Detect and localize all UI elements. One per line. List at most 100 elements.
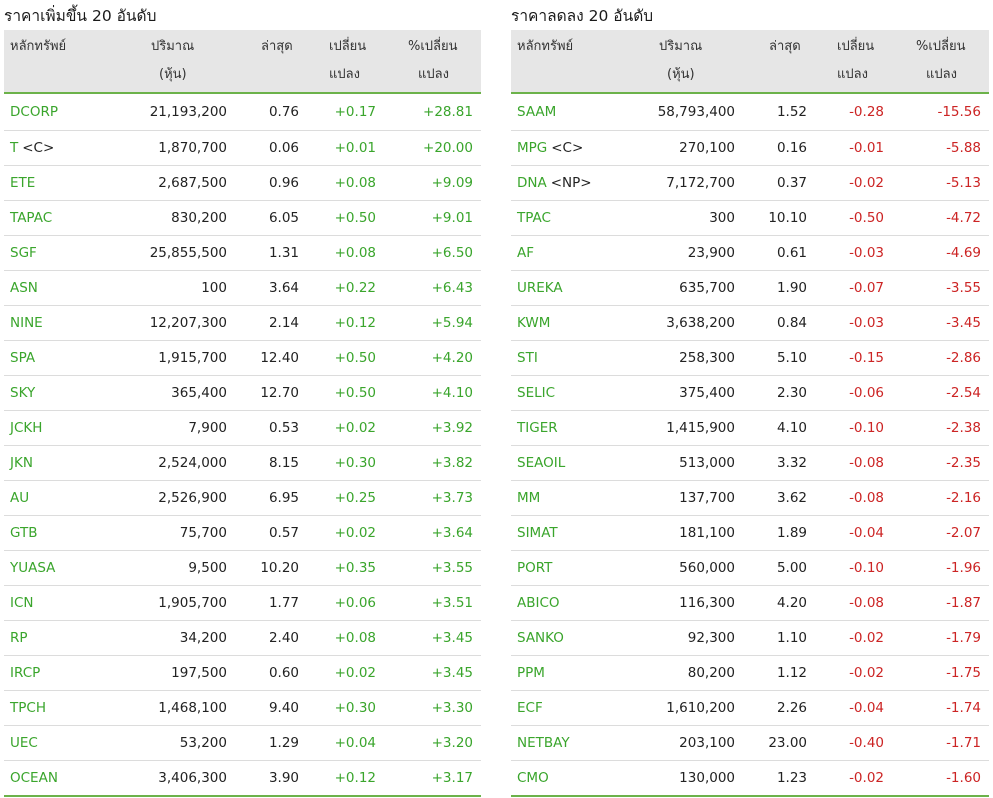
symbol-cell[interactable]: UREKA	[511, 270, 629, 306]
symbol-cell[interactable]: SELIC	[511, 375, 629, 411]
symbol-link[interactable]: MPG	[517, 140, 548, 156]
symbol-cell[interactable]: SGF	[4, 235, 121, 271]
symbol-link[interactable]: SANKO	[517, 630, 564, 646]
symbol-link[interactable]: ASN	[10, 280, 38, 296]
symbol-link[interactable]: JCKH	[10, 420, 43, 436]
symbol-link[interactable]: SIMAT	[517, 525, 558, 541]
symbol-link[interactable]: KWM	[517, 315, 551, 331]
table-row[interactable]: CMO 130,000 1.23 -0.02 -1.60	[511, 760, 989, 797]
symbol-link[interactable]: ICN	[10, 595, 34, 611]
symbol-cell[interactable]: TPAC	[511, 200, 629, 236]
table-row[interactable]: ETE 2,687,500 0.96 +0.08 +9.09	[4, 165, 481, 201]
table-row[interactable]: SGF 25,855,500 1.31 +0.08 +6.50	[4, 235, 481, 271]
symbol-link[interactable]: PPM	[517, 665, 545, 681]
table-row[interactable]: GTB 75,700 0.57 +0.02 +3.64	[4, 515, 481, 551]
table-row[interactable]: JCKH 7,900 0.53 +0.02 +3.92	[4, 410, 481, 446]
symbol-cell[interactable]: SANKO	[511, 620, 629, 656]
symbol-link[interactable]: CMO	[517, 770, 549, 786]
symbol-cell[interactable]: TAPAC	[4, 200, 121, 236]
symbol-link[interactable]: DCORP	[10, 104, 58, 120]
table-row[interactable]: TPCH 1,468,100 9.40 +0.30 +3.30	[4, 690, 481, 726]
symbol-cell[interactable]: UEC	[4, 725, 121, 761]
col-last-header[interactable]: ล่าสุด	[743, 30, 815, 93]
symbol-cell[interactable]: TPCH	[4, 690, 121, 726]
symbol-link[interactable]: SAAM	[517, 104, 557, 120]
symbol-link[interactable]: NINE	[10, 315, 43, 331]
symbol-cell[interactable]: JKN	[4, 445, 121, 481]
table-row[interactable]: JKN 2,524,000 8.15 +0.30 +3.82	[4, 445, 481, 481]
symbol-cell[interactable]: ASN	[4, 270, 121, 306]
symbol-link[interactable]: TPAC	[517, 210, 551, 226]
table-row[interactable]: MM 137,700 3.62 -0.08 -2.16	[511, 480, 989, 516]
table-row[interactable]: DNA <NP> 7,172,700 0.37 -0.02 -5.13	[511, 165, 989, 201]
table-row[interactable]: RP 34,200 2.40 +0.08 +3.45	[4, 620, 481, 656]
symbol-cell[interactable]: ICN	[4, 585, 121, 621]
table-row[interactable]: PORT 560,000 5.00 -0.10 -1.96	[511, 550, 989, 586]
table-row[interactable]: ECF 1,610,200 2.26 -0.04 -1.74	[511, 690, 989, 726]
symbol-link[interactable]: ETE	[10, 175, 36, 191]
table-row[interactable]: SAAM 58,793,400 1.52 -0.28 -15.56	[511, 93, 989, 131]
symbol-cell[interactable]: ECF	[511, 690, 629, 726]
symbol-link[interactable]: NETBAY	[517, 735, 570, 751]
col-symbol-header[interactable]: หลักทรัพย์	[511, 30, 629, 93]
table-row[interactable]: AU 2,526,900 6.95 +0.25 +3.73	[4, 480, 481, 516]
symbol-link[interactable]: DNA	[517, 175, 547, 191]
symbol-cell[interactable]: TIGER	[511, 410, 629, 446]
table-row[interactable]: SKY 365,400 12.70 +0.50 +4.10	[4, 375, 481, 411]
symbol-link[interactable]: ABICO	[517, 595, 560, 611]
symbol-cell[interactable]: KWM	[511, 305, 629, 341]
col-pct-header[interactable]: %เปลี่ยน แปลง	[384, 30, 481, 93]
table-row[interactable]: SANKO 92,300 1.10 -0.02 -1.79	[511, 620, 989, 656]
table-row[interactable]: ASN 100 3.64 +0.22 +6.43	[4, 270, 481, 306]
symbol-link[interactable]: TPCH	[10, 700, 46, 716]
table-row[interactable]: ICN 1,905,700 1.77 +0.06 +3.51	[4, 585, 481, 621]
col-change-header[interactable]: เปลี่ยน แปลง	[815, 30, 892, 93]
symbol-link[interactable]: TIGER	[517, 420, 558, 436]
col-volume-header[interactable]: ปริมาณ (หุ้น)	[121, 30, 235, 93]
table-row[interactable]: YUASA 9,500 10.20 +0.35 +3.55	[4, 550, 481, 586]
table-row[interactable]: TIGER 1,415,900 4.10 -0.10 -2.38	[511, 410, 989, 446]
symbol-link[interactable]: PORT	[517, 560, 553, 576]
symbol-link[interactable]: SPA	[10, 350, 36, 366]
symbol-cell[interactable]: YUASA	[4, 550, 121, 586]
symbol-cell[interactable]: DNA <NP>	[511, 165, 629, 201]
table-row[interactable]: AF 23,900 0.61 -0.03 -4.69	[511, 235, 989, 271]
symbol-cell[interactable]: CMO	[511, 760, 629, 797]
symbol-cell[interactable]: RP	[4, 620, 121, 656]
symbol-cell[interactable]: SAAM	[511, 93, 629, 131]
symbol-cell[interactable]: PORT	[511, 550, 629, 586]
symbol-link[interactable]: JKN	[10, 455, 33, 471]
symbol-link[interactable]: T	[10, 140, 19, 156]
symbol-cell[interactable]: SKY	[4, 375, 121, 411]
symbol-cell[interactable]: GTB	[4, 515, 121, 551]
symbol-cell[interactable]: DCORP	[4, 93, 121, 131]
symbol-link[interactable]: IRCP	[10, 665, 41, 681]
table-row[interactable]: OCEAN 3,406,300 3.90 +0.12 +3.17	[4, 760, 481, 797]
symbol-cell[interactable]: SIMAT	[511, 515, 629, 551]
col-change-header[interactable]: เปลี่ยน แปลง	[307, 30, 384, 93]
symbol-cell[interactable]: JCKH	[4, 410, 121, 446]
symbol-cell[interactable]: T <C>	[4, 130, 121, 166]
symbol-link[interactable]: ECF	[517, 700, 543, 716]
col-pct-header[interactable]: %เปลี่ยน แปลง	[892, 30, 989, 93]
symbol-link[interactable]: SKY	[10, 385, 36, 401]
table-row[interactable]: SEAOIL 513,000 3.32 -0.08 -2.35	[511, 445, 989, 481]
col-symbol-header[interactable]: หลักทรัพย์	[4, 30, 121, 93]
table-row[interactable]: TPAC 300 10.10 -0.50 -4.72	[511, 200, 989, 236]
symbol-link[interactable]: UEC	[10, 735, 38, 751]
table-row[interactable]: PPM 80,200 1.12 -0.02 -1.75	[511, 655, 989, 691]
table-row[interactable]: SELIC 375,400 2.30 -0.06 -2.54	[511, 375, 989, 411]
symbol-link[interactable]: YUASA	[10, 560, 56, 576]
table-row[interactable]: UEC 53,200 1.29 +0.04 +3.20	[4, 725, 481, 761]
symbol-link[interactable]: MM	[517, 490, 541, 506]
col-last-header[interactable]: ล่าสุด	[235, 30, 307, 93]
symbol-cell[interactable]: IRCP	[4, 655, 121, 691]
symbol-link[interactable]: RP	[10, 630, 28, 646]
table-row[interactable]: DCORP 21,193,200 0.76 +0.17 +28.81	[4, 93, 481, 131]
symbol-cell[interactable]: PPM	[511, 655, 629, 691]
symbol-link[interactable]: UREKA	[517, 280, 563, 296]
table-row[interactable]: ABICO 116,300 4.20 -0.08 -1.87	[511, 585, 989, 621]
symbol-link[interactable]: OCEAN	[10, 770, 58, 786]
symbol-link[interactable]: TAPAC	[10, 210, 53, 226]
table-row[interactable]: SIMAT 181,100 1.89 -0.04 -2.07	[511, 515, 989, 551]
